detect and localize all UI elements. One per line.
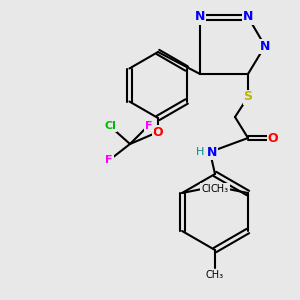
Text: Cl: Cl	[104, 121, 116, 131]
Text: N: N	[195, 11, 205, 23]
Text: H: H	[196, 147, 204, 157]
Text: F: F	[105, 155, 113, 165]
Text: CH₃: CH₃	[206, 270, 224, 280]
Text: S: S	[244, 91, 253, 103]
Text: N: N	[207, 146, 217, 158]
Text: CH₃: CH₃	[201, 184, 219, 194]
Text: O: O	[153, 125, 163, 139]
Text: CH₃: CH₃	[211, 184, 229, 194]
Text: N: N	[243, 11, 253, 23]
Text: F: F	[145, 121, 153, 131]
Text: N: N	[260, 40, 270, 52]
Text: O: O	[268, 131, 278, 145]
